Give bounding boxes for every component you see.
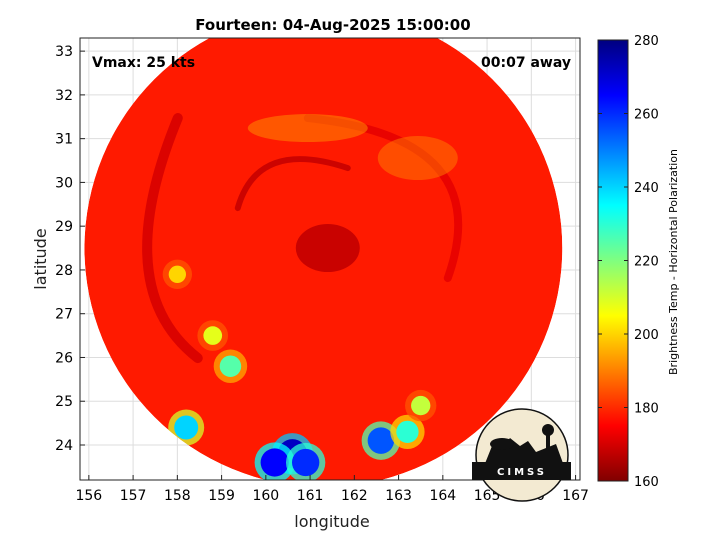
colorbar-ticks: 160 180 200 220 240 260 280 [598, 34, 659, 490]
y-axis-label: latitude [31, 228, 50, 289]
vmax-label: Vmax: 25 kts [92, 55, 195, 71]
hot-spot [174, 415, 199, 440]
hot-spot [260, 448, 289, 477]
x-tick-label: 158 [164, 488, 191, 504]
colorbar-tick-label: 200 [634, 328, 659, 343]
y-tick-label: 27 [55, 307, 73, 323]
colorbar-label: Brightness Temp - Horizontal Polarizatio… [667, 149, 680, 375]
plot-frame [79, 37, 581, 481]
x-tick-label: 157 [120, 488, 147, 504]
colorbar-tick-label: 280 [634, 34, 659, 49]
y-tick-label: 30 [55, 175, 73, 191]
band-highlight [247, 114, 368, 143]
y-tick-label: 29 [55, 219, 73, 235]
y-tick-label: 28 [55, 263, 73, 279]
y-tick-label: 32 [55, 88, 73, 104]
x-tick-label: 161 [297, 488, 324, 504]
rain-band [234, 156, 351, 212]
hot-spot [367, 427, 395, 454]
logo-tower [546, 432, 550, 456]
logo-silhouette [484, 438, 564, 466]
y-tick-label: 25 [55, 394, 73, 410]
colorbar-tick-label: 180 [634, 402, 659, 417]
chart-title: Fourteen: 04-Aug-2025 15:00:00 [195, 16, 470, 34]
logo-band [472, 462, 571, 480]
logo-text: CIMSS [497, 467, 547, 478]
hot-spot [291, 448, 320, 477]
axis-ticks: 1561571581591601611621631641651661672425… [55, 44, 589, 504]
colorbar-tick-label: 160 [634, 475, 659, 490]
x-tick-label: 160 [252, 488, 279, 504]
y-tick-label: 24 [55, 438, 73, 454]
colorbar-tick-label: 260 [634, 108, 659, 123]
logo-dish [490, 438, 514, 450]
hot-spot [219, 355, 242, 377]
x-tick-label: 164 [429, 488, 456, 504]
x-tick-label: 163 [385, 488, 412, 504]
logo-tower-top [542, 424, 554, 436]
colorbar-tick-label: 240 [634, 181, 659, 196]
swath-content [84, 38, 563, 480]
x-tick-label: 167 [562, 488, 589, 504]
y-tick-label: 31 [55, 132, 73, 148]
data-swath [84, 38, 563, 480]
x-tick-label: 156 [75, 488, 102, 504]
y-tick-label: 26 [55, 350, 73, 366]
hot-spot [396, 420, 419, 444]
hot-spot [411, 395, 431, 416]
y-tick-label: 33 [55, 44, 73, 60]
band-highlight [377, 136, 458, 181]
hot-spot [168, 265, 187, 283]
eye-region [295, 224, 360, 273]
time-offset-label: 00:07 away [481, 55, 571, 71]
rain-band [142, 113, 203, 364]
x-axis-label: longitude [294, 512, 369, 531]
colorbar [597, 39, 629, 482]
x-tick-label: 162 [341, 488, 368, 504]
x-tick-label: 159 [208, 488, 235, 504]
cimss-logo: CIMSS [472, 408, 571, 502]
colorbar-tick-label: 220 [634, 255, 659, 270]
hot-spot [203, 326, 223, 345]
